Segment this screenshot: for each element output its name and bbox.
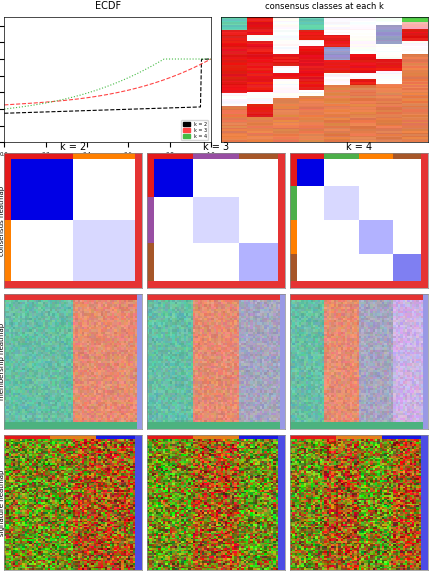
Title: ECDF: ECDF (95, 1, 121, 11)
Title: k = 2: k = 2 (60, 142, 86, 152)
Y-axis label: signature heatmap: signature heatmap (0, 469, 5, 536)
Title: k = 3: k = 3 (203, 142, 229, 152)
X-axis label: consensus k value (x): consensus k value (x) (78, 163, 137, 168)
Title: consensus classes at each k: consensus classes at each k (265, 2, 384, 11)
Title: k = 4: k = 4 (346, 142, 372, 152)
Y-axis label: membership heatmap: membership heatmap (0, 323, 5, 400)
Y-axis label: consensus heatmap: consensus heatmap (0, 185, 5, 256)
Legend: k = 2, k = 3, k = 4: k = 2, k = 3, k = 4 (181, 120, 208, 140)
